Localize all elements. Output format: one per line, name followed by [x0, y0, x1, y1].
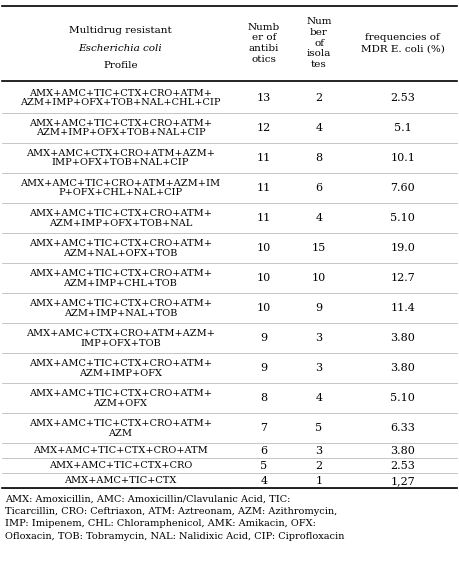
Text: 11: 11 [257, 213, 271, 223]
Text: 9: 9 [260, 333, 268, 343]
Text: 1,27: 1,27 [391, 476, 415, 486]
Text: Numb
er of
antibi
otics: Numb er of antibi otics [248, 23, 280, 64]
Text: 5.10: 5.10 [390, 393, 415, 403]
Text: AMX+AMC+TIC+CTX+CRO+ATM+
AZM+IMP+NAL+TOB: AMX+AMC+TIC+CTX+CRO+ATM+ AZM+IMP+NAL+TOB [29, 299, 212, 318]
Text: 6: 6 [260, 446, 268, 456]
Text: 2: 2 [315, 93, 323, 103]
Text: 19.0: 19.0 [390, 243, 415, 253]
Text: frequencies of
MDR E. coli (%): frequencies of MDR E. coli (%) [361, 33, 445, 53]
Text: AMX+AMC+TIC+CTX+CRO+ATM+
AZM+IMP+OFX: AMX+AMC+TIC+CTX+CRO+ATM+ AZM+IMP+OFX [29, 359, 212, 378]
Text: Profile: Profile [103, 61, 138, 70]
Text: 7.60: 7.60 [391, 183, 415, 193]
Text: Multidrug resistant: Multidrug resistant [69, 26, 172, 35]
Text: 1: 1 [315, 476, 323, 486]
Text: 4: 4 [260, 476, 268, 486]
Text: 11.4: 11.4 [390, 303, 415, 314]
Text: 2.53: 2.53 [390, 93, 415, 103]
Text: 6: 6 [315, 183, 323, 193]
Text: Num
ber
of
isola
tes: Num ber of isola tes [306, 17, 332, 69]
Text: 10: 10 [257, 273, 271, 284]
Text: 5.10: 5.10 [390, 213, 415, 223]
Text: 2.53: 2.53 [390, 461, 415, 471]
Text: 15: 15 [312, 243, 326, 253]
Text: 11: 11 [257, 153, 271, 163]
Text: 3: 3 [315, 333, 323, 343]
Text: 4: 4 [315, 123, 323, 133]
Text: 4: 4 [315, 213, 323, 223]
Text: 12: 12 [257, 123, 271, 133]
Text: 8: 8 [315, 153, 323, 163]
Text: 8: 8 [260, 393, 268, 403]
Text: AMX+AMC+TIC+CTX+CRO+ATM: AMX+AMC+TIC+CTX+CRO+ATM [33, 446, 208, 455]
Text: 3.80: 3.80 [390, 333, 415, 343]
Text: 11: 11 [257, 183, 271, 193]
Text: AMX+AMC+TIC+CTX+CRO: AMX+AMC+TIC+CTX+CRO [49, 462, 192, 471]
Text: 10: 10 [312, 273, 326, 284]
Text: AMX+AMC+TIC+CTX+CRO+ATM+
AZM+OFX: AMX+AMC+TIC+CTX+CRO+ATM+ AZM+OFX [29, 389, 212, 408]
Text: 3: 3 [315, 363, 323, 373]
Text: AMX+AMC+TIC+CTX+CRO+ATM+
AZM+IMP+CHL+TOB: AMX+AMC+TIC+CTX+CRO+ATM+ AZM+IMP+CHL+TOB [29, 269, 212, 287]
Text: 9: 9 [315, 303, 323, 314]
Text: AMX+AMC+CTX+CRO+ATM+AZM+
IMP+OFX+TOB: AMX+AMC+CTX+CRO+ATM+AZM+ IMP+OFX+TOB [26, 329, 215, 348]
Text: AMX+AMC+TIC+CTX: AMX+AMC+TIC+CTX [64, 476, 177, 485]
Text: AMX+AMC+TIC+CTX+CRO+ATM+
AZM+IMP+OFX+TOB+NAL+CIP: AMX+AMC+TIC+CTX+CRO+ATM+ AZM+IMP+OFX+TOB… [29, 119, 212, 137]
Text: 9: 9 [260, 363, 268, 373]
Text: 7: 7 [260, 424, 268, 433]
Text: AMX: Amoxicillin, AMC: Amoxicillin/Clavulanic Acid, TIC:
Ticarcillin, CRO: Ceftr: AMX: Amoxicillin, AMC: Amoxicillin/Clavu… [5, 495, 344, 540]
Text: AMX+AMC+TIC+CRO+ATM+AZM+IM
P+OFX+CHL+NAL+CIP: AMX+AMC+TIC+CRO+ATM+AZM+IM P+OFX+CHL+NAL… [20, 179, 221, 197]
Text: Escherichia coli: Escherichia coli [78, 44, 162, 53]
Text: 10: 10 [257, 303, 271, 314]
Text: 10: 10 [257, 243, 271, 253]
Text: 5: 5 [260, 461, 268, 471]
Text: 3.80: 3.80 [390, 363, 415, 373]
Text: 3.80: 3.80 [390, 446, 415, 456]
Text: AMX+AMC+TIC+CTX+CRO+ATM+
AZM+IMP+OFX+TOB+NAL: AMX+AMC+TIC+CTX+CRO+ATM+ AZM+IMP+OFX+TOB… [29, 209, 212, 227]
Text: 2: 2 [315, 461, 323, 471]
Text: AMX+AMC+CTX+CRO+ATM+AZM+
IMP+OFX+TOB+NAL+CIP: AMX+AMC+CTX+CRO+ATM+AZM+ IMP+OFX+TOB+NAL… [26, 149, 215, 167]
Text: 5.1: 5.1 [394, 123, 412, 133]
Text: AMX+AMC+TIC+CTX+CRO+ATM+
AZM: AMX+AMC+TIC+CTX+CRO+ATM+ AZM [29, 419, 212, 438]
Text: 10.1: 10.1 [390, 153, 415, 163]
Text: 12.7: 12.7 [391, 273, 415, 284]
Text: 4: 4 [315, 393, 323, 403]
Text: AMX+AMC+TIC+CTX+CRO+ATM+
AZM+IMP+OFX+TOB+NAL+CHL+CIP: AMX+AMC+TIC+CTX+CRO+ATM+ AZM+IMP+OFX+TOB… [20, 88, 221, 107]
Text: AMX+AMC+TIC+CTX+CRO+ATM+
AZM+NAL+OFX+TOB: AMX+AMC+TIC+CTX+CRO+ATM+ AZM+NAL+OFX+TOB [29, 239, 212, 257]
Text: 5: 5 [315, 424, 323, 433]
Text: 6.33: 6.33 [390, 424, 415, 433]
Text: 3: 3 [315, 446, 323, 456]
Text: 13: 13 [257, 93, 271, 103]
